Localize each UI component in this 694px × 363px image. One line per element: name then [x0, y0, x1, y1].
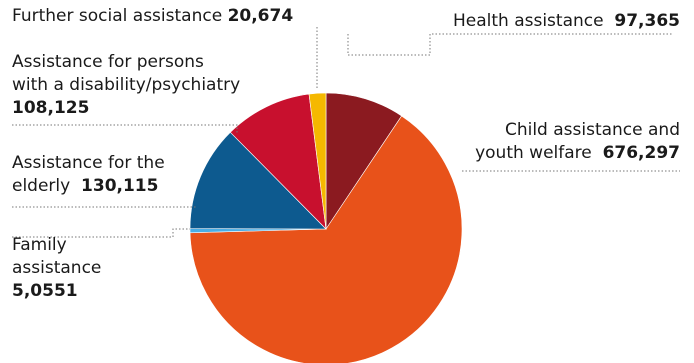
label-line-1: Family: [12, 235, 67, 255]
label-further-social-assistance: Further social assistance 20,674: [12, 5, 293, 28]
leader-disability: [12, 124, 238, 133]
label-line-2: elderly: [12, 176, 71, 196]
value-label: 97,365: [614, 11, 680, 31]
label-child-youth-welfare: Child assistance and youth welfare 676,2…: [475, 119, 680, 165]
leader-family: [12, 228, 190, 238]
label-line-1: Assistance for persons: [12, 52, 204, 72]
value-label: 20,674: [227, 6, 294, 26]
value-label: 5,0551: [12, 281, 78, 301]
label-line-2: youth welfare: [475, 143, 592, 163]
label-text: Health assistance: [452, 11, 604, 31]
label-family-assistance: Family assistance 5,0551: [12, 234, 101, 303]
label-line-1: Child assistance and: [504, 120, 680, 140]
label-elderly-assistance: Assistance for the elderly 130,115: [12, 152, 165, 198]
value-label: 130,115: [81, 176, 159, 196]
label-health-assistance: Health assistance 97,365: [453, 10, 680, 33]
slice-elderly: [189, 131, 327, 230]
label-disability-assistance: Assistance for persons with a disability…: [12, 51, 240, 120]
slice-further-social: [308, 92, 327, 230]
label-line-1: Assistance for the: [12, 153, 165, 173]
label-text: Further social assistance: [12, 6, 223, 26]
label-line-2: assistance: [12, 258, 102, 278]
value-label: 108,125: [12, 98, 90, 118]
slice-health: [325, 92, 403, 230]
leader-health: [347, 33, 672, 56]
label-line-2: with a disability/psychiatry: [12, 75, 241, 95]
slice-child-youth: [189, 115, 463, 363]
slice-disability: [229, 93, 327, 230]
value-label: 676,297: [602, 143, 680, 163]
